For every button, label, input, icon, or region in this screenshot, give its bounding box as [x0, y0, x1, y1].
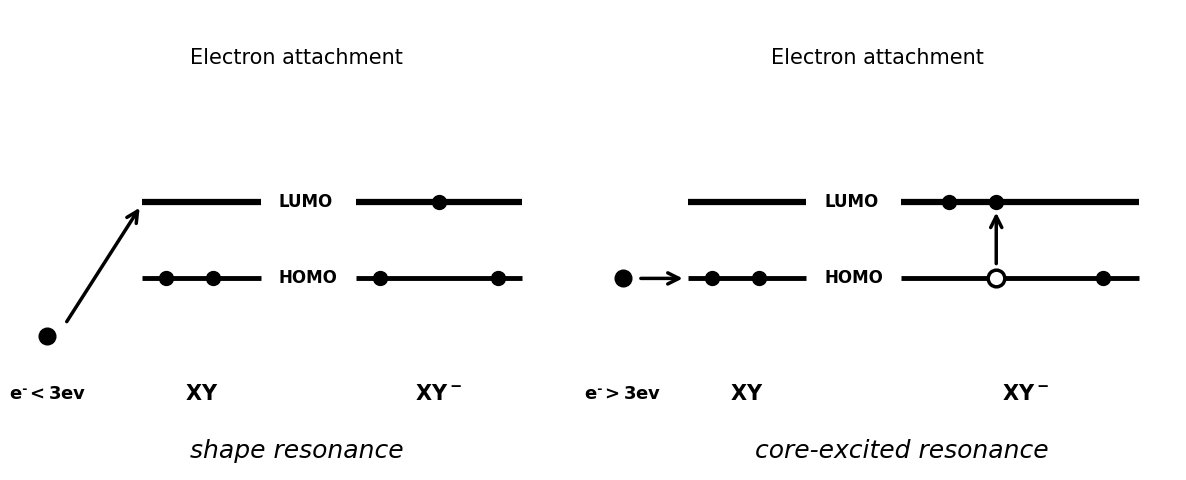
Text: HOMO: HOMO [279, 269, 338, 288]
Text: $\mathbf{e^{\bar{\ }}}$$\mathbf{>3ev}$: $\mathbf{e^{\bar{\ }}}$$\mathbf{>3ev}$ [584, 384, 662, 403]
Text: $\mathbf{XY}$: $\mathbf{XY}$ [185, 384, 218, 404]
Text: LUMO: LUMO [279, 192, 333, 211]
Text: LUMO: LUMO [824, 192, 879, 211]
Text: $\mathbf{XY}$: $\mathbf{XY}$ [731, 384, 764, 404]
Text: core-excited resonance: core-excited resonance [754, 439, 1048, 463]
Text: shape resonance: shape resonance [190, 439, 403, 463]
Text: Electron attachment: Electron attachment [190, 48, 403, 68]
Text: Electron attachment: Electron attachment [771, 48, 984, 68]
Text: $\mathbf{e^{\bar{\ }}}$$\mathbf{<3ev}$: $\mathbf{e^{\bar{\ }}}$$\mathbf{<3ev}$ [8, 384, 87, 403]
Text: HOMO: HOMO [824, 269, 884, 288]
Text: $\mathbf{XY^-}$: $\mathbf{XY^-}$ [1002, 384, 1050, 404]
Text: $\mathbf{XY^-}$: $\mathbf{XY^-}$ [415, 384, 463, 404]
